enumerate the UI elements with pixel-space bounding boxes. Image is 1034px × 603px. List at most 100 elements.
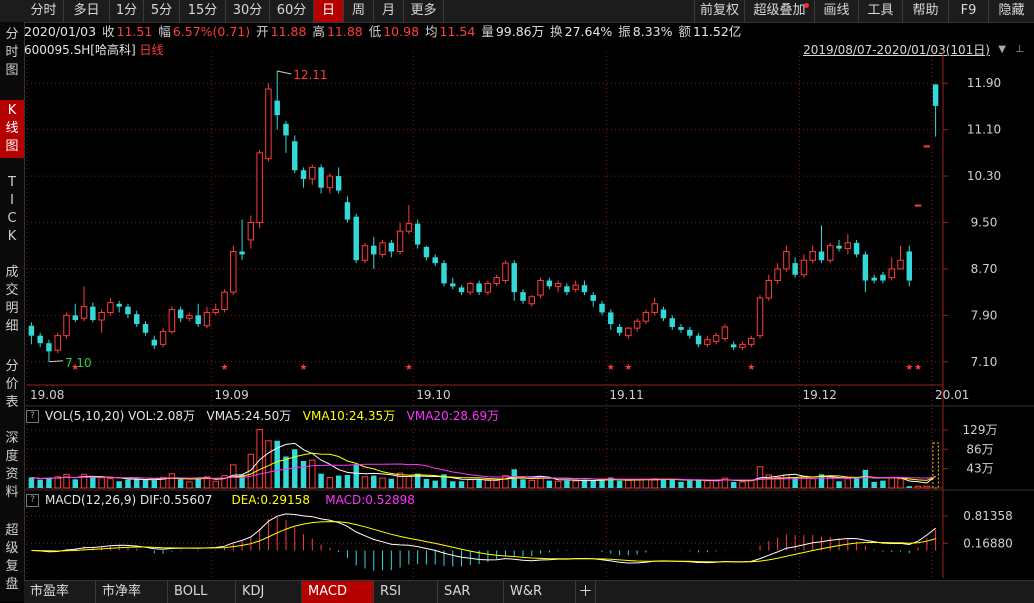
candle-body: [37, 335, 43, 344]
candle-body: [818, 251, 825, 261]
candle: [651, 297, 658, 316]
tab-boll[interactable]: BOLL: [168, 581, 236, 603]
candle: [168, 306, 176, 334]
candle-body: [695, 335, 702, 345]
volume-bar: [256, 429, 263, 489]
tab-sar[interactable]: SAR: [438, 581, 504, 603]
help-button[interactable]: 帮助: [902, 0, 948, 22]
candle: [344, 196, 351, 223]
candle: [309, 164, 316, 185]
candle: [371, 237, 377, 269]
candle: [450, 277, 456, 290]
candle-body: [853, 242, 860, 255]
dropdown-triangle-icon[interactable]: ▼: [998, 44, 1006, 55]
candle-body: [528, 296, 536, 305]
date-tick-label: 19.10: [416, 388, 450, 402]
volume-bar: [687, 480, 693, 488]
candle: [836, 239, 842, 252]
candle-body: [168, 309, 176, 333]
sidebar-item-intraday-chart[interactable]: 分时图: [5, 27, 19, 78]
candle-body: [511, 263, 517, 293]
tab-15min[interactable]: 15分: [180, 0, 226, 22]
volume-bar: [774, 476, 781, 489]
volume-bar: [134, 478, 140, 488]
tab-5min[interactable]: 5分: [144, 0, 180, 22]
candle-body: [450, 283, 456, 287]
candle: [800, 254, 808, 278]
sidebar-item-price-table[interactable]: 分价表: [5, 359, 19, 410]
tab-more[interactable]: 更多: [404, 0, 444, 22]
candle-body: [326, 175, 334, 189]
candle: [546, 277, 553, 290]
candle-body: [897, 259, 904, 270]
candle: [739, 341, 746, 351]
dea-line: [31, 521, 936, 563]
tools-button[interactable]: 工具: [858, 0, 902, 22]
tab-macd[interactable]: MACD: [302, 581, 374, 603]
tab-monthly[interactable]: 月: [374, 0, 404, 22]
tab-kdj[interactable]: KDJ: [236, 581, 302, 603]
candle-body: [836, 245, 842, 249]
volume-bar: [46, 477, 52, 488]
event-marker-icon: ★: [607, 363, 615, 373]
tab-intraday[interactable]: 分时: [24, 0, 64, 22]
volume-bar: [765, 474, 773, 489]
candle: [695, 332, 702, 348]
quote-date: 2020/01/03: [24, 24, 97, 39]
forward-adjust-button[interactable]: 前复权: [694, 0, 744, 22]
help-question-icon[interactable]: ?: [26, 494, 39, 507]
tab-1min[interactable]: 1分: [110, 0, 144, 22]
help-question-icon[interactable]: ?: [26, 410, 39, 423]
tab-weekly[interactable]: 周: [344, 0, 374, 22]
candle-body: [371, 245, 377, 255]
price-tick-label: 7.10: [971, 355, 998, 369]
sidebar-item-trade-details[interactable]: 成交明细: [5, 265, 19, 334]
candle: [625, 326, 632, 339]
sidebar-item-depth-data[interactable]: 深度资料: [5, 431, 19, 500]
sidebar-item-super-replay[interactable]: 超级复盘: [5, 523, 19, 592]
candle-body: [599, 303, 605, 313]
draw-line-button[interactable]: 画线: [814, 0, 858, 22]
volume-bar: [704, 480, 711, 489]
hide-button[interactable]: 隐藏: [988, 0, 1034, 22]
super-overlay-button[interactable]: 超级叠加: [744, 0, 814, 22]
volume-bar: [564, 480, 570, 488]
tab-30min[interactable]: 30分: [226, 0, 270, 22]
candle-body: [809, 251, 816, 261]
candle-body: [572, 284, 579, 290]
volume-bar: [125, 479, 131, 488]
f9-button[interactable]: F9: [948, 0, 988, 22]
low-value: 10.98: [383, 24, 420, 39]
volume-bar: [862, 469, 869, 488]
volume-bar: [730, 481, 737, 488]
tab-wr[interactable]: W&R: [504, 581, 576, 603]
date-tick-label: 19.12: [803, 388, 837, 402]
volume-bar: [423, 478, 430, 488]
tab-pe-ratio[interactable]: 市盈率: [24, 581, 96, 603]
candle: [520, 289, 526, 304]
add-indicator-icon[interactable]: ＋: [576, 581, 596, 603]
notification-dot-icon: [804, 3, 809, 8]
candle: [669, 315, 675, 330]
tab-pb-ratio[interactable]: 市净率: [96, 581, 168, 603]
tab-60min[interactable]: 60分: [270, 0, 314, 22]
candle: [678, 324, 684, 333]
volume-bar: [37, 479, 43, 488]
volume-bar: [809, 478, 816, 489]
volume-bar: [923, 485, 931, 489]
tab-multi-day[interactable]: 多日: [64, 0, 110, 22]
candle: [809, 245, 816, 264]
tab-rsi[interactable]: RSI: [374, 581, 438, 603]
candle-body: [704, 339, 711, 345]
volume-bar: [353, 464, 359, 488]
change-value: 6.57%(0.71): [172, 24, 251, 39]
volume-bar: [590, 479, 596, 488]
candle-body: [765, 280, 773, 299]
volume-bar: [300, 461, 307, 488]
candle-body: [134, 314, 140, 325]
tab-daily[interactable]: 日: [314, 0, 344, 22]
expand-icon[interactable]: ⊥: [1015, 44, 1024, 55]
